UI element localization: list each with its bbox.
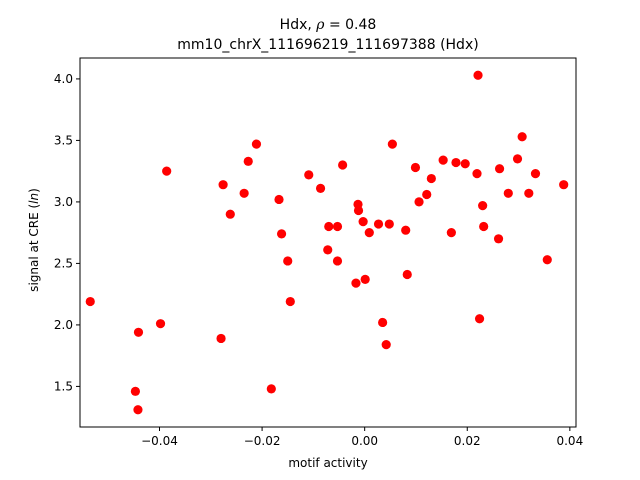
data-point xyxy=(225,209,235,219)
data-point xyxy=(304,170,314,180)
data-point xyxy=(239,188,249,198)
data-point xyxy=(218,180,228,190)
data-point xyxy=(243,156,253,166)
data-point xyxy=(479,221,489,232)
data-point xyxy=(155,319,166,329)
y-axis-label: signal at CRE (ln) xyxy=(27,188,41,292)
data-point xyxy=(387,139,397,149)
data-point xyxy=(332,221,343,232)
data-point xyxy=(472,169,482,179)
y-tick-label: 1.5 xyxy=(54,379,73,393)
data-point xyxy=(438,155,448,165)
y-tick-label: 3.0 xyxy=(54,195,73,209)
data-point xyxy=(410,162,421,173)
data-point xyxy=(478,201,488,211)
data-point xyxy=(274,194,284,205)
data-point xyxy=(422,189,432,200)
x-tick-label: −0.02 xyxy=(244,434,281,448)
data-point xyxy=(85,296,95,307)
data-point xyxy=(358,216,368,227)
data-point xyxy=(451,157,461,168)
data-point xyxy=(162,166,172,176)
data-point xyxy=(524,188,534,198)
data-point xyxy=(251,139,262,149)
data-point xyxy=(324,221,334,232)
data-point xyxy=(493,234,504,244)
x-axis-ticks: −0.04 −0.02 0.00 0.02 0.04 xyxy=(141,427,583,448)
data-point xyxy=(517,132,527,142)
data-point xyxy=(338,160,348,170)
axes-frame xyxy=(79,57,577,428)
data-point xyxy=(494,164,505,174)
x-tick-label: −0.04 xyxy=(141,434,178,448)
chart-title-line1: Hdx, ρ = 0.48 xyxy=(280,17,377,33)
y-axis-ticks: 1.5 2.0 2.5 3.0 3.5 4.0 xyxy=(54,72,80,393)
data-point xyxy=(130,386,140,396)
data-point xyxy=(373,219,384,229)
data-point xyxy=(364,228,374,238)
data-point xyxy=(276,229,287,239)
data-point xyxy=(133,327,144,337)
data-point xyxy=(402,269,412,280)
data-point xyxy=(315,183,326,193)
chart-title-line2: mm10_chrX_111696219_111697388 (Hdx) xyxy=(177,37,478,53)
data-point xyxy=(133,405,143,415)
x-tick-label: 0.02 xyxy=(454,434,481,448)
y-tick-label: 2.0 xyxy=(54,318,73,332)
data-point xyxy=(332,256,343,266)
x-tick-label: 0.04 xyxy=(556,434,583,448)
data-point xyxy=(353,205,364,216)
plot-area xyxy=(79,57,577,428)
data-point xyxy=(542,255,552,265)
data-point xyxy=(512,154,523,164)
data-point xyxy=(474,314,485,324)
data-point xyxy=(266,384,276,394)
data-point xyxy=(378,317,388,328)
data-markers xyxy=(85,70,569,415)
data-point xyxy=(381,339,391,350)
y-tick-label: 3.5 xyxy=(54,133,73,147)
data-point xyxy=(283,256,293,266)
data-point xyxy=(446,228,456,238)
y-tick-label: 2.5 xyxy=(54,256,73,270)
data-point xyxy=(530,169,541,179)
data-point xyxy=(401,225,411,235)
data-point xyxy=(473,70,483,80)
data-point xyxy=(503,188,513,198)
data-point xyxy=(460,159,470,169)
y-tick-label: 4.0 xyxy=(54,72,73,86)
x-axis-label: motif activity xyxy=(288,456,367,470)
data-point xyxy=(285,296,295,307)
data-point xyxy=(351,278,361,288)
data-point xyxy=(323,245,333,255)
data-point xyxy=(414,197,424,207)
data-point xyxy=(559,180,569,190)
x-tick-label: 0.00 xyxy=(351,434,378,448)
data-point xyxy=(360,274,370,284)
data-point xyxy=(426,173,436,184)
data-point xyxy=(216,333,226,344)
data-point xyxy=(384,219,394,229)
